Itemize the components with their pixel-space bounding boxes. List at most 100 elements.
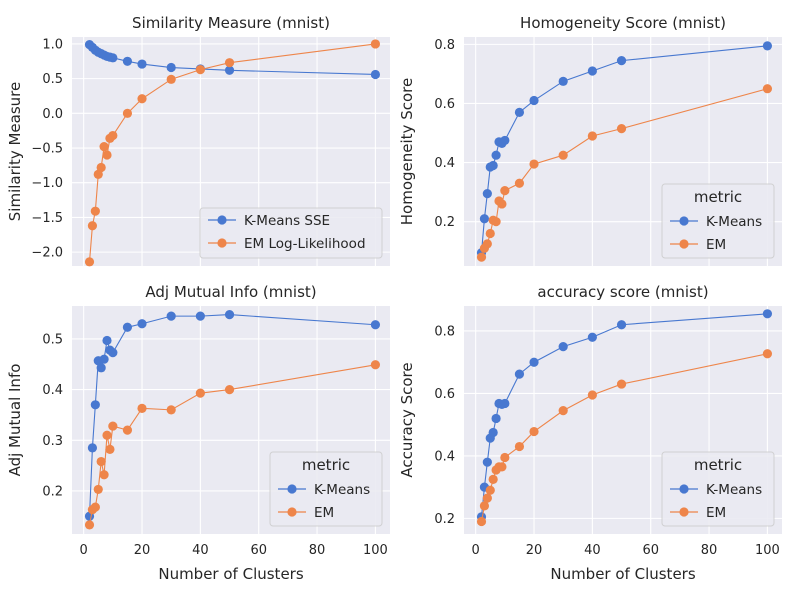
data-point	[99, 354, 109, 364]
data-point	[482, 239, 492, 249]
data-point	[500, 186, 510, 196]
data-point	[479, 501, 490, 511]
y-tick-label: 0.2	[42, 484, 63, 499]
y-tick-label: 1.0	[42, 37, 63, 52]
x-tick-label: 100	[755, 543, 780, 558]
data-point	[497, 199, 507, 209]
data-point	[500, 135, 510, 146]
legend-marker	[679, 484, 689, 494]
y-tick-label: 0.2	[434, 512, 455, 527]
data-point	[90, 400, 100, 410]
y-axis-label: Similarity Measure	[6, 82, 24, 221]
data-point	[122, 56, 133, 66]
data-point	[500, 398, 510, 409]
data-point	[529, 95, 539, 106]
data-point	[587, 390, 597, 400]
chart-panel-3: 0.2 0.3 0.4 0.5 0 20 40 60 80 100 Adj Mutual Info …	[6, 283, 390, 583]
data-point	[616, 320, 627, 330]
data-point	[370, 360, 381, 370]
data-point	[558, 342, 568, 352]
legend-box	[269, 451, 383, 527]
y-tick-label: 0.5	[42, 72, 63, 87]
data-point	[93, 484, 103, 495]
data-point	[558, 150, 568, 160]
data-point	[514, 369, 525, 379]
data-point	[485, 485, 495, 495]
legend-entry-label: K-Means	[314, 482, 370, 498]
data-point	[87, 443, 98, 453]
legend-box	[661, 183, 775, 259]
data-point	[616, 56, 627, 66]
data-point	[491, 413, 501, 424]
data-point	[500, 452, 510, 463]
data-point	[497, 462, 507, 472]
data-point	[90, 206, 100, 216]
data-point	[102, 430, 112, 440]
data-point	[96, 363, 106, 373]
x-tick-label: 40	[192, 543, 209, 558]
data-point	[488, 427, 498, 438]
data-point	[482, 189, 492, 199]
data-point	[102, 150, 112, 160]
data-point	[491, 217, 501, 227]
x-tick-label: 100	[363, 543, 388, 558]
data-point	[137, 59, 147, 69]
data-point	[90, 502, 100, 512]
data-point	[370, 39, 381, 49]
y-tick-label: −2.0	[31, 246, 63, 261]
data-point	[84, 257, 95, 267]
data-point	[616, 379, 627, 389]
data-point	[587, 131, 597, 141]
data-point	[488, 160, 498, 171]
data-point	[370, 69, 381, 80]
legend-marker	[679, 239, 689, 249]
data-point	[529, 159, 539, 169]
chart-panel-4: 0.2 0.4 0.6 0.8 0 20 40 60 80 100 accuracy score (…	[398, 283, 782, 583]
chart-panel-1: −2.0 −1.5 −1.0 −0.5 0.0 0.5 1.0 Similarity Meas…	[6, 14, 390, 267]
data-point	[166, 405, 176, 415]
x-axis-label: Number of Clusters	[550, 565, 695, 583]
data-point	[529, 426, 539, 437]
legend-marker	[217, 238, 227, 248]
x-tick-label: 80	[309, 543, 326, 558]
data-point	[108, 130, 118, 141]
legend-title: metric	[302, 456, 350, 474]
x-axis-label: Number of Clusters	[158, 565, 303, 583]
data-point	[224, 58, 235, 68]
legend-entry-label: EM	[706, 237, 726, 253]
data-point	[108, 53, 118, 63]
data-point	[488, 474, 498, 484]
data-point	[476, 252, 487, 262]
data-point	[514, 441, 525, 452]
chart-title: Homogeneity Score (mnist)	[520, 14, 726, 32]
data-point	[558, 406, 568, 416]
data-point	[166, 62, 176, 73]
data-point	[166, 311, 176, 321]
data-point	[482, 457, 492, 467]
data-point	[616, 124, 627, 134]
y-tick-label: 0.6	[434, 97, 455, 112]
legend-entry-label: K-Means SSE	[244, 213, 330, 229]
chart-title: accuracy score (mnist)	[537, 283, 708, 301]
data-point	[84, 520, 95, 530]
legend: metric K-Means EM	[661, 183, 775, 259]
legend-entry-label: EM	[706, 505, 726, 521]
data-point	[491, 150, 501, 160]
data-point	[96, 456, 106, 467]
data-point	[514, 107, 525, 117]
data-point	[587, 332, 597, 342]
y-tick-label: −1.5	[31, 211, 63, 226]
data-point	[195, 388, 205, 398]
y-tick-label: 0.4	[42, 383, 63, 398]
data-point	[762, 84, 773, 94]
y-tick-label: 0.6	[434, 387, 455, 402]
legend-entry-label: EM	[314, 505, 334, 521]
data-point	[482, 493, 492, 503]
chart-title: Adj Mutual Info (mnist)	[145, 283, 316, 301]
data-point	[122, 322, 133, 332]
data-point	[224, 310, 235, 320]
x-tick-label: 20	[134, 543, 151, 558]
data-point	[485, 228, 495, 239]
data-point	[108, 421, 118, 431]
